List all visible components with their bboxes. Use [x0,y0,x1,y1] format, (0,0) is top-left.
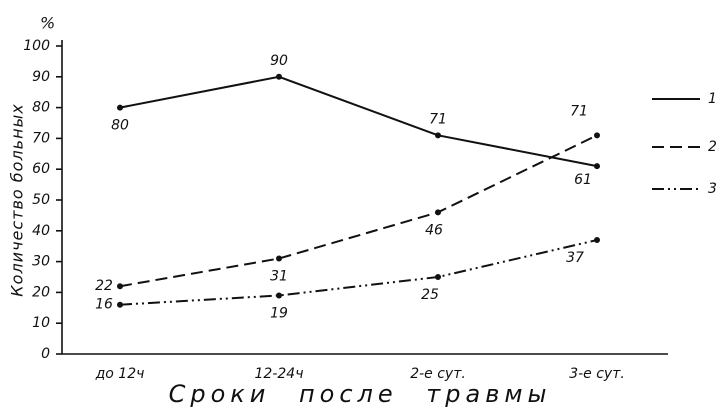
y-tick-label: 80 [32,100,50,116]
data-label: 80 [111,118,129,134]
point [594,163,600,170]
data-label: 71 [429,111,447,127]
x-tick-label: 2-е сут. [410,366,466,382]
data-label: 37 [566,250,584,266]
x-tick-label: до 12ч [95,366,145,382]
data-label: 90 [270,53,288,69]
y-tick-label: 40 [32,223,50,239]
y-tick-label: 90 [32,69,50,85]
y-tick-label: 50 [32,192,50,208]
point [117,104,123,111]
data-label: 16 [95,297,113,313]
point [435,274,441,280]
data-label: 46 [425,222,443,238]
data-label: 71 [570,103,588,119]
y-tick-label: 100 [23,38,50,54]
y-tick-label: 20 [32,284,50,300]
y-tick-label: 0 [41,346,50,362]
y-unit: % [40,14,55,33]
series-line [119,75,598,168]
series-line [119,134,598,288]
point [117,283,123,290]
data-label: 25 [421,287,439,303]
y-tick-label: 10 [32,315,50,331]
legend-label: 2 [708,139,717,155]
y-tick-label: 30 [32,254,50,270]
data-label: 19 [270,305,288,321]
point [276,73,282,80]
x-axis-title: Сроки после травмы [169,380,552,408]
point [594,132,600,139]
point [276,255,282,262]
point [435,209,441,216]
point [117,301,123,308]
point [276,292,282,299]
series-line [119,239,598,306]
data-label: 31 [270,269,288,285]
data-label: 61 [574,172,592,188]
x-tick-label: 3-е сут. [569,366,625,382]
point [594,237,600,244]
legend-label: 3 [708,181,717,197]
y-tick-label: 60 [32,161,50,177]
x-tick-label: 12-24ч [255,366,304,382]
y-axis-title: Количество больных [8,103,27,296]
legend-label: 1 [708,91,717,107]
point [435,132,441,139]
y-tick-label: 70 [32,130,50,146]
data-label: 22 [95,278,113,294]
